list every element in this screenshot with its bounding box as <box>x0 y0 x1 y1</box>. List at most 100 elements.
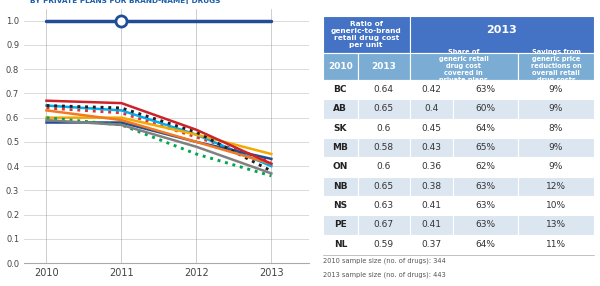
Text: Savings from
generic price
reductions on
overall retail
drug costs: Savings from generic price reductions on… <box>530 49 581 84</box>
Text: 0.42: 0.42 <box>421 85 441 94</box>
Bar <box>453 176 518 196</box>
Bar <box>323 196 358 215</box>
Bar <box>323 215 358 235</box>
Bar <box>358 138 410 157</box>
Bar <box>410 157 453 176</box>
Bar <box>358 118 410 138</box>
Bar <box>358 157 410 176</box>
Bar <box>453 118 518 138</box>
Text: 9%: 9% <box>549 143 563 152</box>
Text: NS: NS <box>334 201 347 210</box>
Bar <box>323 157 358 176</box>
Text: Share of
generic retail
drug cost
covered in
private plans: Share of generic retail drug cost covere… <box>439 49 488 84</box>
Bar <box>323 118 358 138</box>
Bar <box>518 118 594 138</box>
Bar <box>410 99 453 118</box>
Bar <box>323 176 358 196</box>
Bar <box>323 235 358 254</box>
Text: SK: SK <box>334 124 347 133</box>
Bar <box>323 99 358 118</box>
Text: 0.41: 0.41 <box>421 201 441 210</box>
Bar <box>410 53 518 80</box>
Text: 13%: 13% <box>546 221 566 229</box>
Text: 64%: 64% <box>475 124 496 133</box>
Bar <box>410 80 453 99</box>
Bar <box>518 176 594 196</box>
Text: 63%: 63% <box>475 221 496 229</box>
Text: 11%: 11% <box>546 240 566 249</box>
Bar <box>323 53 358 80</box>
Text: 60%: 60% <box>475 104 496 113</box>
Text: 2010 sample size (no. of drugs): 344: 2010 sample size (no. of drugs): 344 <box>323 258 446 264</box>
Bar <box>323 138 358 157</box>
Text: 0.6: 0.6 <box>377 162 391 171</box>
Text: 2010: 2010 <box>328 62 353 71</box>
Bar <box>518 80 594 99</box>
Text: 0.45: 0.45 <box>421 124 441 133</box>
Bar <box>358 80 410 99</box>
Text: 9%: 9% <box>549 104 563 113</box>
Bar <box>518 138 594 157</box>
Text: 63%: 63% <box>475 85 496 94</box>
Text: AB: AB <box>334 104 347 113</box>
Bar <box>410 235 453 254</box>
Text: 0.37: 0.37 <box>421 240 442 249</box>
Bar <box>518 215 594 235</box>
Bar <box>518 99 594 118</box>
Bar <box>410 16 594 53</box>
Bar <box>518 196 594 215</box>
Bar <box>453 215 518 235</box>
Text: 10%: 10% <box>546 201 566 210</box>
Text: 0.38: 0.38 <box>421 182 442 191</box>
Bar <box>518 157 594 176</box>
Bar <box>410 176 453 196</box>
Bar <box>453 138 518 157</box>
Text: 0.63: 0.63 <box>374 201 394 210</box>
Text: Ratio of
generic-to-brand
retail drug cost
per unit: Ratio of generic-to-brand retail drug co… <box>331 21 401 48</box>
Text: 63%: 63% <box>475 201 496 210</box>
Bar <box>358 53 410 80</box>
Bar <box>358 215 410 235</box>
Text: 0.59: 0.59 <box>374 240 394 249</box>
Text: NB: NB <box>333 182 347 191</box>
Text: 2013: 2013 <box>371 62 396 71</box>
Text: 0.36: 0.36 <box>421 162 442 171</box>
Text: 2013: 2013 <box>487 25 517 35</box>
Text: 64%: 64% <box>475 240 496 249</box>
Text: 0.43: 0.43 <box>421 143 441 152</box>
Text: 65%: 65% <box>475 143 496 152</box>
Text: 0.41: 0.41 <box>421 221 441 229</box>
Bar <box>453 157 518 176</box>
Bar <box>410 138 453 157</box>
Bar <box>453 235 518 254</box>
Bar <box>453 80 518 99</box>
Text: 12%: 12% <box>546 182 566 191</box>
Text: 9%: 9% <box>549 162 563 171</box>
Text: 0.4: 0.4 <box>424 104 439 113</box>
Text: 9%: 9% <box>549 85 563 94</box>
Text: PE: PE <box>334 221 347 229</box>
Bar <box>410 196 453 215</box>
Bar <box>518 235 594 254</box>
Text: BC: BC <box>334 85 347 94</box>
Bar <box>518 53 594 80</box>
Bar <box>410 215 453 235</box>
Bar <box>358 99 410 118</box>
Text: MB: MB <box>332 143 349 152</box>
Bar <box>323 16 410 53</box>
Bar <box>453 99 518 118</box>
Text: 0.65: 0.65 <box>374 104 394 113</box>
Text: AVG. RETAIL DRUG COST* PER UNIT REIMBURSED
BY PRIVATE PLANS FOR BRAND-NAME† DRUG: AVG. RETAIL DRUG COST* PER UNIT REIMBURS… <box>29 0 233 4</box>
Text: 0.67: 0.67 <box>374 221 394 229</box>
Text: 0.58: 0.58 <box>374 143 394 152</box>
Bar <box>323 80 358 99</box>
Bar <box>358 196 410 215</box>
Text: 0.65: 0.65 <box>374 182 394 191</box>
Text: 62%: 62% <box>475 162 496 171</box>
Text: 2013 sample size (no. of drugs): 443: 2013 sample size (no. of drugs): 443 <box>323 272 445 278</box>
Bar <box>453 196 518 215</box>
Text: NL: NL <box>334 240 347 249</box>
Text: 8%: 8% <box>549 124 563 133</box>
Text: 63%: 63% <box>475 182 496 191</box>
Text: 0.6: 0.6 <box>377 124 391 133</box>
